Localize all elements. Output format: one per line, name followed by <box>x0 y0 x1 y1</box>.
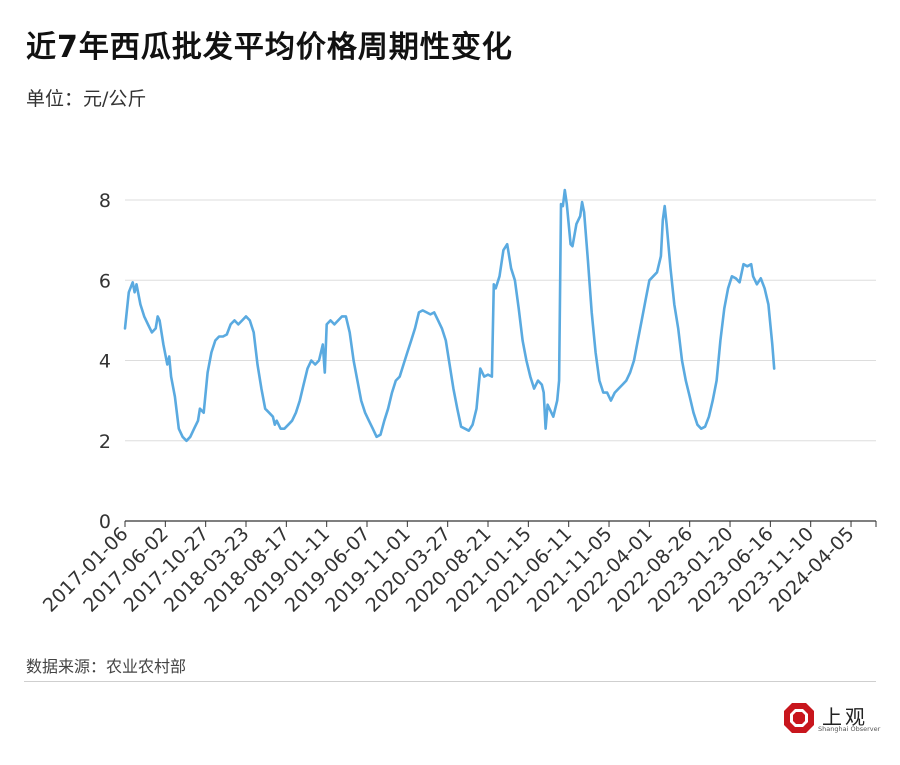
brand-mark: 上观 Shanghai Observer <box>782 701 881 741</box>
unit-label: 单位：元/公斤 <box>26 88 147 110</box>
data-source: 数据来源：农业农村部 <box>26 657 187 676</box>
y-axis-ticks: 0 2 4 6 8 <box>99 190 111 533</box>
grid-lines <box>125 199 876 442</box>
y-tick-label: 2 <box>99 431 111 453</box>
brand-name: 上观 <box>822 705 868 729</box>
y-tick-label: 8 <box>99 190 111 212</box>
x-axis: 2017-01-062017-06-022017-10-272018-03-23… <box>39 520 877 617</box>
brand-subtitle: Shanghai Observer <box>818 725 881 733</box>
series-lines <box>123 188 776 443</box>
brand-logo-icon <box>784 703 814 733</box>
y-tick-label: 0 <box>99 511 111 533</box>
chart-title: 近7年西瓜批发平均价格周期性变化 <box>26 30 513 65</box>
y-tick-label: 6 <box>99 270 111 292</box>
series-line-0 <box>123 188 776 443</box>
y-tick-label: 4 <box>99 351 111 373</box>
footer-divider <box>24 681 876 682</box>
line-chart: 0 2 4 6 8 2017-01-062017-06-022017-10-272018… <box>39 188 877 617</box>
